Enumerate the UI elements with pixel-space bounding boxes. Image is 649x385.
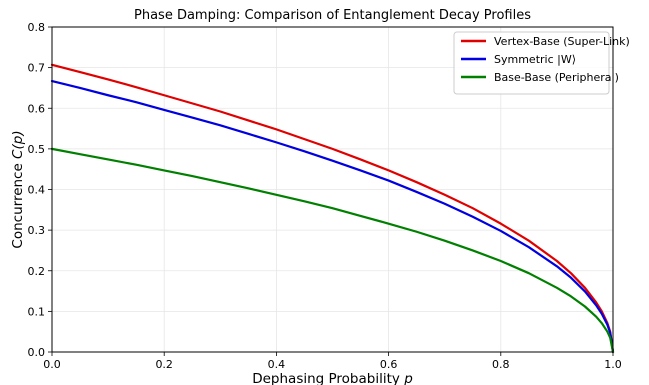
y-tick-label: 0.4 [28, 184, 46, 197]
series-line-2 [50, 79, 615, 354]
legend-items: Vertex-Base (Super-Link) Symmetric |W⟩ Bas… [461, 35, 630, 84]
y-tick-label: 0.5 [28, 143, 46, 156]
y-tick-label: 0.8 [28, 21, 46, 34]
x-tick-label: 1.0 [604, 358, 622, 371]
legend-label-2: Symmetric |W⟩ [494, 53, 576, 66]
x-axis-label-variable: p [403, 371, 413, 385]
y-axis-label-text: Concurrence [10, 159, 26, 249]
x-axis-label-text: Dephasing Probability [252, 371, 404, 385]
y-tick-label: 0.0 [28, 346, 46, 359]
x-tick-label: 0.0 [43, 358, 61, 371]
chart-title: Phase Damping: Comparison of Entanglemen… [134, 8, 531, 23]
legend-box [453, 31, 610, 95]
x-tick-label: 0.8 [492, 358, 510, 371]
legend-label-3: Base-Base (Peripheral) [494, 71, 619, 84]
y-tick-label: 0.7 [28, 62, 46, 75]
y-tick-label: 0.2 [28, 265, 46, 278]
y-axis-label-variable: C(p) [10, 130, 26, 159]
x-tick-label: 0.6 [380, 358, 398, 371]
y-tick-label: 0.1 [28, 305, 46, 318]
series-lines [50, 63, 615, 354]
x-axis-label: Dephasing Probability p [252, 371, 413, 385]
series-line-1 [50, 63, 615, 354]
y-tick-label: 0.3 [28, 224, 46, 237]
legend-label-1: Vertex-Base (Super-Link) [494, 35, 630, 48]
series-line-3 [50, 147, 615, 354]
y-tick-label: 0.6 [28, 102, 46, 115]
axis-ticks: 0.0 0.2 0.4 0.6 0.8 1.0 0.0 0.1 0.2 0.3 0.4 0.5 0.6 0… [28, 21, 622, 371]
x-tick-label: 0.4 [268, 358, 286, 371]
x-tick-label: 0.2 [155, 358, 173, 371]
y-axis-label: Concurrence C(p) [10, 130, 26, 248]
legend: Vertex-Base (Super-Link) Symmetric |W⟩ Bas… [453, 31, 630, 95]
